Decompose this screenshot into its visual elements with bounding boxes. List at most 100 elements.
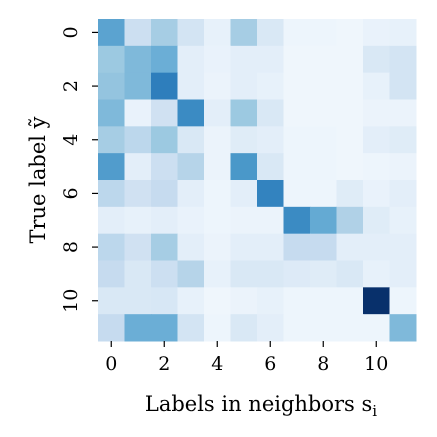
- heatmap-cell-r7-c5: [230, 206, 258, 235]
- heatmap-cell-r11-c8: [310, 314, 337, 342]
- heatmap-cell-r0-c7: [283, 19, 311, 47]
- heatmap-cell-r2-c4: [204, 72, 231, 100]
- heatmap-cell-r7-c1: [124, 206, 152, 235]
- heatmap-cell-r1-c0: [98, 45, 125, 74]
- heatmap-cell-r0-c10: [363, 19, 390, 47]
- heatmap-cell-r11-c5: [230, 314, 258, 342]
- heatmap-cell-r0-c5: [230, 19, 258, 47]
- heatmap-cell-r3-c5: [230, 99, 258, 127]
- heatmap-cell-r10-c0: [98, 287, 125, 315]
- heatmap-cell-r6-c4: [204, 180, 231, 208]
- heatmap-cell-r3-c1: [124, 99, 152, 127]
- heatmap-cell-r6-c8: [310, 180, 337, 208]
- heatmap-cell-r9-c7: [283, 260, 311, 288]
- heatmap-cell-r5-c0: [98, 153, 125, 181]
- heatmap-cell-r4-c6: [257, 126, 284, 154]
- heatmap-cell-r2-c11: [389, 72, 417, 100]
- heatmap-cell-r0-c2: [151, 19, 178, 47]
- x-tick-label-0: 0: [105, 353, 117, 375]
- heatmap-cell-r4-c10: [363, 126, 390, 154]
- heatmap-cell-r2-c1: [124, 72, 152, 100]
- heatmap-cell-r8-c11: [389, 233, 417, 261]
- heatmap-cell-r5-c7: [283, 153, 311, 181]
- heatmap-cell-r8-c10: [363, 233, 390, 261]
- heatmap-cell-r0-c11: [389, 19, 417, 47]
- heatmap-cell-r6-c1: [124, 180, 152, 208]
- heatmap-cell-r6-c9: [336, 180, 364, 208]
- heatmap-cell-r9-c3: [177, 260, 205, 288]
- heatmap-cell-r7-c7: [283, 206, 311, 235]
- heatmap-cell-r8-c8: [310, 233, 337, 261]
- heatmap-cell-r5-c2: [151, 153, 178, 181]
- heatmap-cell-r0-c9: [336, 19, 364, 47]
- y-axis-ticks: 0 2 4 6 8 10: [60, 26, 98, 313]
- x-tick-label-2: 2: [158, 353, 170, 375]
- heatmap-cell-r2-c2: [151, 72, 178, 100]
- heatmap-cell-r4-c9: [336, 126, 364, 154]
- heatmap-cell-r4-c4: [204, 126, 231, 154]
- heatmap-cell-r5-c1: [124, 153, 152, 181]
- heatmap-cell-r1-c10: [363, 45, 390, 74]
- heatmap-cell-r11-c3: [177, 314, 205, 342]
- heatmap-cell-r10-c7: [283, 287, 311, 315]
- heatmap-cell-r9-c10: [363, 260, 390, 288]
- heatmap-cell-r7-c6: [257, 206, 284, 235]
- heatmap-cell-r5-c11: [389, 153, 417, 181]
- heatmap-cell-r6-c6: [257, 180, 284, 208]
- heatmap-cell-r8-c5: [230, 233, 258, 261]
- y-tick-label-2: 2: [60, 80, 82, 92]
- heatmap-cell-r10-c1: [124, 287, 152, 315]
- heatmap-cell-r1-c1: [124, 45, 152, 74]
- heatmap-cell-r4-c1: [124, 126, 152, 154]
- heatmap-cell-r6-c10: [363, 180, 390, 208]
- heatmap-cell-r2-c9: [336, 72, 364, 100]
- heatmap-cell-r7-c10: [363, 206, 390, 235]
- heatmap-cell-r8-c1: [124, 233, 152, 261]
- heatmap-cell-r4-c7: [283, 126, 311, 154]
- heatmap-cell-r4-c5: [230, 126, 258, 154]
- heatmap-cell-r9-c2: [151, 260, 178, 288]
- heatmap-cell-r9-c11: [389, 260, 417, 288]
- heatmap-cell-r9-c5: [230, 260, 258, 288]
- heatmap-cell-r7-c8: [310, 206, 337, 235]
- heatmap-cell-r7-c2: [151, 206, 178, 235]
- heatmap-cell-r6-c3: [177, 180, 205, 208]
- y-tick-label-8: 8: [60, 241, 82, 253]
- heatmap-cell-r5-c9: [336, 153, 364, 181]
- heatmap-cell-r8-c7: [283, 233, 311, 261]
- heatmap-cell-r2-c5: [230, 72, 258, 100]
- y-axis-label: True label ỹ: [26, 116, 50, 243]
- heatmap-cell-r8-c2: [151, 233, 178, 261]
- heatmap-cell-r1-c8: [310, 45, 337, 74]
- heatmap-cell-r4-c0: [98, 126, 125, 154]
- x-axis-label: Labels in neighbors si: [145, 392, 377, 420]
- heatmap-cell-r3-c0: [98, 99, 125, 127]
- heatmap-cell-r8-c4: [204, 233, 231, 261]
- heatmap-cell-r4-c11: [389, 126, 417, 154]
- heatmap-cell-r11-c2: [151, 314, 178, 342]
- heatmap-cell-r3-c4: [204, 99, 231, 127]
- heatmap-cell-r3-c9: [336, 99, 364, 127]
- heatmap-cell-r1-c7: [283, 45, 311, 74]
- heatmap-cell-r10-c9: [336, 287, 364, 315]
- heatmap-cell-r9-c1: [124, 260, 152, 288]
- y-tick-label-6: 6: [60, 187, 82, 199]
- heatmap-cell-r0-c1: [124, 19, 152, 47]
- heatmap-cell-r1-c3: [177, 45, 205, 74]
- heatmap-cell-r7-c11: [389, 206, 417, 235]
- heatmap-cell-r4-c3: [177, 126, 205, 154]
- heatmap-cell-r9-c6: [257, 260, 284, 288]
- heatmap-cell-r5-c3: [177, 153, 205, 181]
- heatmap-cell-r9-c9: [336, 260, 364, 288]
- heatmap-cell-r2-c0: [98, 72, 125, 100]
- heatmap-cell-r6-c11: [389, 180, 417, 208]
- x-tick-label-8: 8: [317, 353, 329, 375]
- heatmap-cell-r11-c6: [257, 314, 284, 342]
- heatmap-cell-r2-c3: [177, 72, 205, 100]
- heatmap-cell-r1-c2: [151, 45, 178, 74]
- heatmap-cell-r6-c0: [98, 180, 125, 208]
- heatmap-cell-r0-c4: [204, 19, 231, 47]
- heatmap-cell-r9-c8: [310, 260, 337, 288]
- heatmap-cell-r3-c10: [363, 99, 390, 127]
